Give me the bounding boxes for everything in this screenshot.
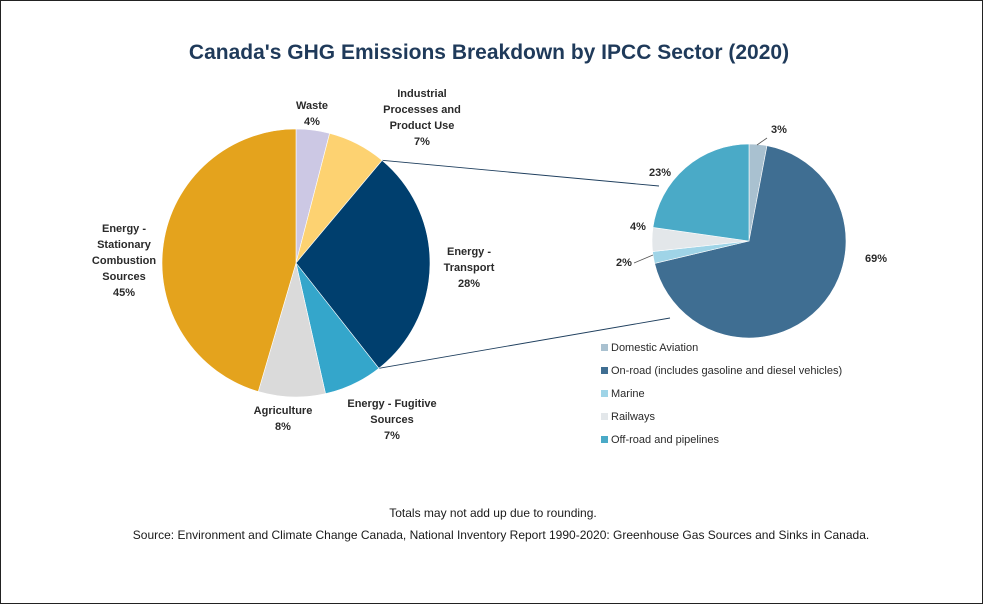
- rounding-note: Totals may not add up due to rounding.: [389, 506, 596, 520]
- chart-title: Canada's GHG Emissions Breakdown by IPCC…: [189, 41, 789, 64]
- connector-lines: [378, 159, 671, 369]
- legend: Domestic Aviation On-road (includes gasol…: [601, 342, 842, 446]
- legend-swatch-offroad: [601, 436, 608, 443]
- legend-swatch-onroad: [601, 367, 608, 374]
- connector-line-bottom: [378, 317, 671, 369]
- sub-pie-label-onroad: 69%: [865, 253, 887, 265]
- leader-line-marine: [633, 254, 654, 264]
- sub-pie-label-marine: 2%: [616, 257, 632, 269]
- source-note: Source: Environment and Climate Change C…: [133, 528, 869, 542]
- legend-label-aviation: Domestic Aviation: [611, 342, 698, 354]
- connector-line-top: [382, 159, 660, 187]
- transport-breakdown-pie: [651, 143, 847, 339]
- legend-swatch-railways: [601, 413, 608, 420]
- pie-slice-stationary: [161, 128, 297, 392]
- legend-swatch-aviation: [601, 344, 608, 351]
- pie-label-ippu: Industrial Processes and Product Use 7%: [383, 88, 461, 148]
- legend-label-marine: Marine: [611, 388, 645, 400]
- pie-slice-transport: [295, 159, 431, 369]
- pie-label-fugitive: Energy - Fugitive Sources 7%: [347, 398, 436, 442]
- pie-label-stationary: Energy -Stationary Combustion Sources 45%: [92, 223, 156, 299]
- legend-label-onroad: On-road (includes gasoline and diesel ve…: [611, 365, 842, 377]
- sub-pie-label-offroad: 23%: [649, 167, 671, 179]
- sub-pie-labels: 3% 69% 2% 4% 23%: [616, 124, 887, 269]
- pie-label-transport: Energy -Transport 28%: [444, 246, 495, 290]
- pie-label-agriculture: Agriculture 8%: [254, 405, 313, 433]
- sub-pie-slice-offroad: [652, 143, 750, 242]
- sub-pie-label-railways: 4%: [630, 221, 646, 233]
- sub-pie-label-aviation: 3%: [771, 124, 787, 136]
- pie-label-waste: Waste 4%: [296, 100, 328, 128]
- main-pie: [161, 128, 431, 398]
- main-pie-labels: Waste 4% Industrial Processes and Product Us…: [92, 88, 495, 442]
- legend-label-railways: Railways: [611, 411, 656, 423]
- legend-label-offroad: Off-road and pipelines: [611, 434, 720, 446]
- sub-pie-slice-onroad: [654, 145, 847, 339]
- legend-swatch-marine: [601, 390, 608, 397]
- leader-line-aviation: [756, 137, 768, 146]
